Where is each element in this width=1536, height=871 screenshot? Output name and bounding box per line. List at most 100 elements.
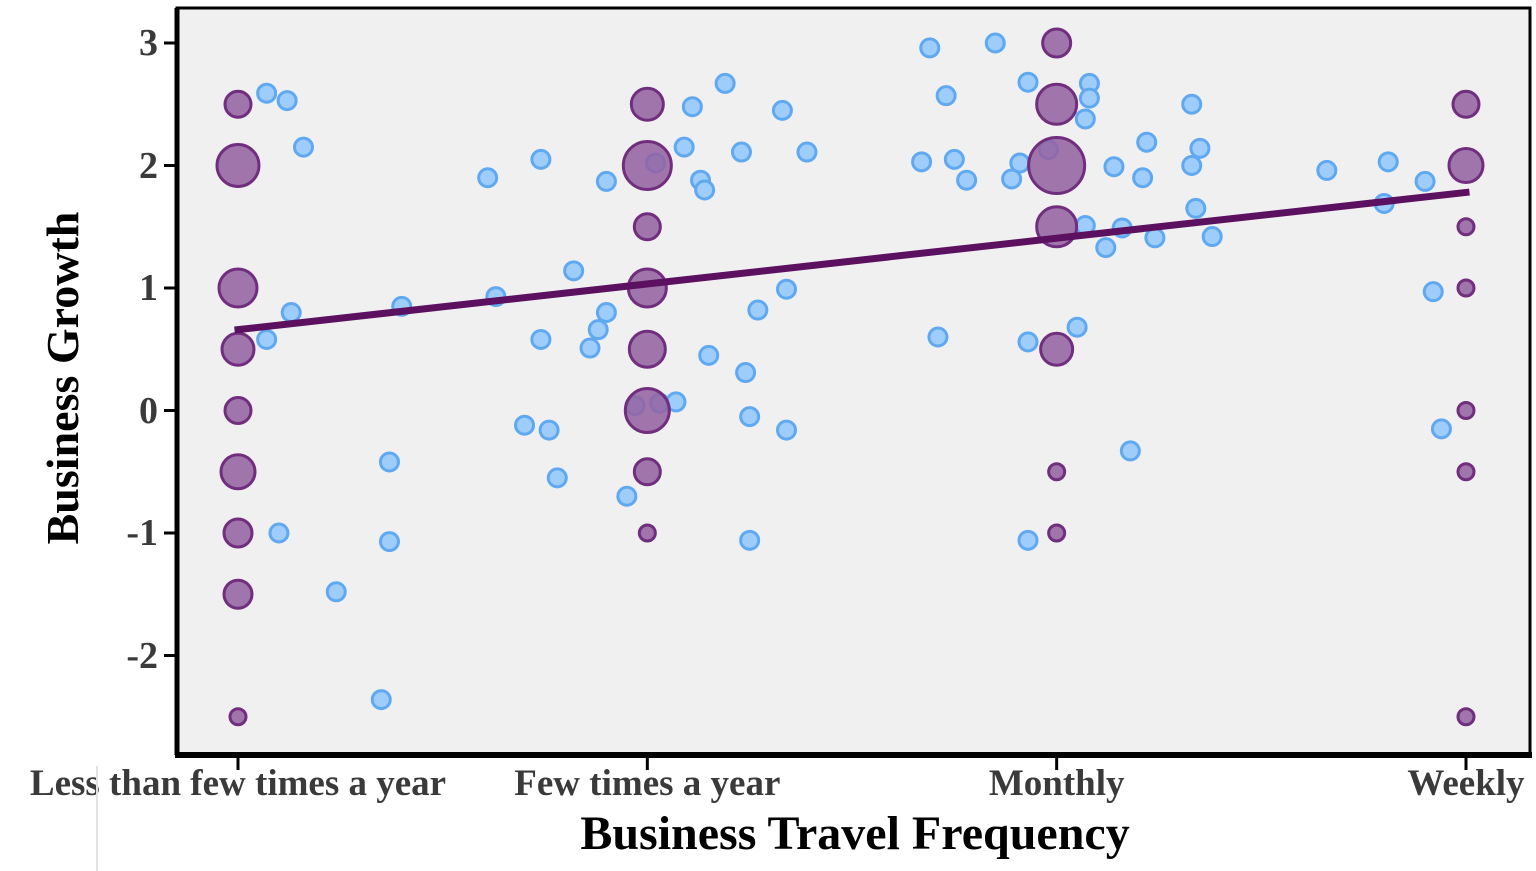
blue-dot (378, 531, 400, 553)
blue-dot (935, 85, 957, 107)
blue-dot (714, 72, 736, 94)
purple-bubble (222, 578, 254, 610)
blue-dot (378, 451, 400, 473)
blue-dot (681, 96, 703, 118)
blue-dot (256, 328, 278, 350)
purple-bubble (1027, 136, 1087, 195)
purple-bubble (1456, 462, 1476, 482)
purple-bubble (1035, 82, 1079, 126)
blue-dot (943, 148, 965, 170)
blue-dot (1185, 197, 1207, 219)
blue-dot (694, 179, 716, 201)
blue-dot (739, 529, 761, 551)
purple-bubble (1456, 217, 1476, 237)
blue-dot (514, 414, 536, 436)
y-tick-label: 0 (139, 389, 158, 432)
blue-dot (1119, 440, 1141, 462)
blue-dot (530, 148, 552, 170)
blue-dot (616, 485, 638, 507)
blue-dot (538, 419, 560, 441)
blue-dot (546, 467, 568, 489)
blue-dot (595, 302, 617, 323)
purple-bubble (223, 396, 253, 425)
x-category-label: Weekly (1407, 763, 1525, 804)
blue-dot (1074, 108, 1096, 130)
blue-dot (276, 90, 298, 112)
blue-dot (563, 260, 585, 282)
blue-dot (776, 278, 798, 300)
blue-dot (1414, 170, 1436, 192)
blue-dot (771, 99, 793, 121)
blue-dot (735, 362, 757, 384)
blue-dot (325, 581, 347, 603)
screenshot-artifact-line (96, 766, 98, 871)
trend-line (234, 188, 1470, 334)
purple-bubble (632, 457, 662, 487)
blue-dot (256, 82, 278, 104)
y-tick-label: 3 (139, 22, 158, 64)
blue-dot (1078, 87, 1100, 109)
blue-dot (1181, 155, 1203, 176)
purple-bubble (217, 267, 259, 309)
y-axis-title: Business Growth (37, 211, 88, 545)
blue-dot (919, 37, 941, 59)
purple-bubble (1047, 462, 1067, 482)
purple-bubble (228, 707, 248, 727)
purple-bubble (1041, 27, 1073, 59)
blue-dot (698, 344, 720, 366)
blue-dot (776, 419, 798, 441)
purple-bubble (621, 140, 673, 191)
x-axis-title: Business Travel Frequency (580, 807, 1130, 860)
purple-bubble (629, 86, 665, 122)
y-tick-label: -1 (126, 512, 158, 554)
blue-dot (956, 169, 978, 191)
purple-bubble (1456, 707, 1476, 727)
blue-dot (1316, 159, 1338, 181)
blue-dot (1430, 418, 1452, 440)
purple-bubble (1456, 278, 1476, 298)
blue-dot (1066, 316, 1088, 338)
blue-dot (268, 522, 290, 544)
blue-dot (579, 337, 601, 359)
blue-dot (530, 328, 552, 350)
purple-bubble (623, 387, 671, 434)
blue-dot (927, 326, 949, 348)
x-category-label: Monthly (988, 763, 1125, 804)
blue-dot (1095, 237, 1117, 259)
blue-dot (1144, 227, 1166, 249)
plot-background (177, 8, 1530, 755)
blue-dot (730, 141, 752, 163)
blue-dot (370, 689, 392, 711)
blue-dot (587, 319, 609, 341)
blue-dot (1017, 331, 1039, 353)
blue-dot (595, 170, 617, 192)
purple-bubble (1451, 89, 1481, 119)
blue-dot (1201, 226, 1223, 248)
blue-dot (1136, 131, 1158, 153)
blue-dot (796, 141, 818, 163)
blue-dot (911, 151, 933, 173)
purple-bubble (637, 523, 657, 543)
purple-bubble (219, 453, 257, 491)
purple-bubble (1047, 523, 1067, 543)
blue-dot (984, 32, 1006, 54)
blue-dot (1132, 167, 1154, 189)
blue-dot (280, 302, 302, 323)
blue-dot (739, 406, 761, 428)
purple-bubble (220, 331, 256, 367)
blue-dot (1189, 137, 1211, 159)
purple-bubble (222, 517, 254, 549)
y-tick-label: 2 (139, 144, 158, 187)
purple-bubble (215, 143, 261, 188)
blue-dot (747, 299, 769, 321)
blue-dot (1017, 71, 1039, 93)
purple-bubble (1456, 401, 1476, 420)
blue-dot (477, 167, 499, 189)
blue-dot (1422, 281, 1444, 303)
blue-dot (1181, 93, 1203, 115)
blue-dot (292, 136, 314, 158)
blue-dot (673, 136, 695, 158)
y-tick-label: 1 (139, 267, 158, 309)
